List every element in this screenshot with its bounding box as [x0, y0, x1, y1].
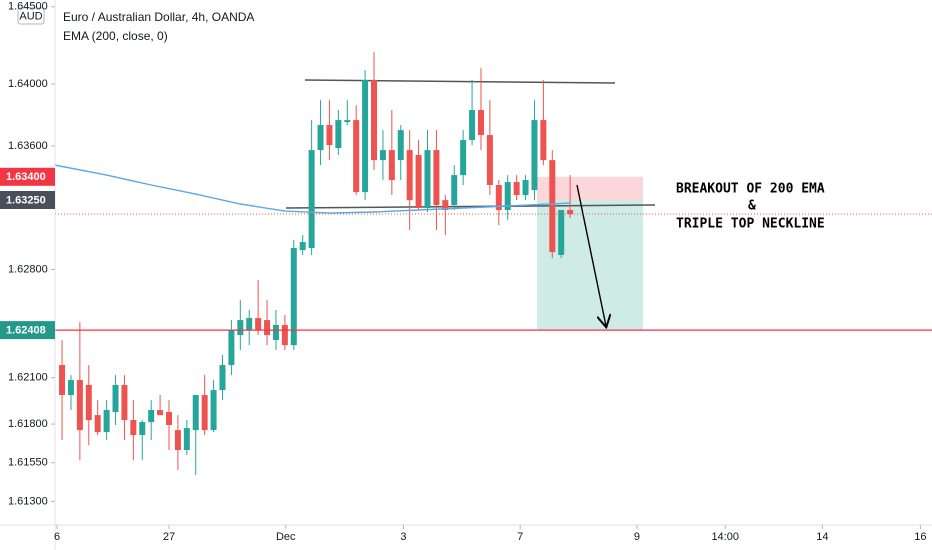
x-tick-label: 14:00: [711, 531, 739, 543]
candle-body: [219, 365, 226, 391]
candle-body: [272, 325, 279, 341]
price-badge-label: 1.62408: [6, 325, 46, 337]
indicator-label: EMA (200, close, 0): [63, 29, 168, 43]
x-tick-label: 6: [54, 531, 60, 543]
x-tick-label: Dec: [276, 531, 296, 543]
candle-body: [67, 380, 74, 396]
y-tick-label: 1.64500: [8, 1, 48, 13]
candle-body: [148, 410, 155, 423]
stop-zone: [537, 176, 643, 200]
candle-body: [76, 380, 83, 431]
candle-body: [379, 150, 386, 161]
candle-body: [353, 120, 360, 193]
candle-body: [335, 120, 342, 149]
candle-body: [460, 140, 467, 176]
price-badge: [0, 321, 55, 340]
candle-body: [192, 395, 199, 431]
candle-body: [486, 135, 493, 185]
price-badge-label: 1.63400: [6, 171, 46, 183]
candle-body: [201, 395, 208, 431]
candle-body: [469, 110, 476, 141]
candle-body: [59, 365, 66, 396]
candle-body: [299, 242, 306, 251]
candle-body: [558, 210, 565, 256]
candle-body: [540, 120, 547, 161]
y-tick-label: 1.63600: [8, 140, 48, 152]
x-tick-label: 14: [816, 531, 828, 543]
candle-body: [281, 325, 288, 346]
candle-body: [237, 320, 244, 336]
y-tick-label: 1.61550: [8, 457, 48, 469]
symbol-title: Euro / Australian Dollar, 4h, OANDA: [63, 10, 254, 24]
candle-body: [130, 420, 137, 436]
candle-body: [371, 80, 378, 161]
candle-body: [183, 428, 190, 451]
candle-body: [522, 180, 529, 196]
candle-body: [290, 248, 297, 346]
candle-body: [504, 182, 511, 211]
candle-body: [344, 120, 351, 123]
neckline: [285, 204, 656, 209]
ema-line: [55, 164, 571, 214]
candle-body: [442, 200, 449, 211]
candle-body: [477, 110, 484, 136]
x-tick-label: 9: [634, 531, 640, 543]
candle-body: [157, 410, 164, 416]
candle-body: [433, 150, 440, 206]
y-tick-label: 1.64000: [8, 78, 48, 90]
candle-body: [139, 422, 146, 436]
candle-body: [255, 318, 262, 331]
x-tick-label: 27: [163, 531, 175, 543]
candle-body: [112, 384, 119, 413]
currency-badge: [17, 7, 45, 25]
price-badge-label: 1.63250: [6, 194, 46, 206]
candle-body: [246, 318, 253, 331]
y-tick-label: 1.61300: [8, 495, 48, 507]
candle-body: [85, 384, 92, 421]
candle-body: [513, 182, 520, 196]
candle-body: [531, 120, 538, 191]
resistance-line: [304, 79, 616, 84]
candle-body: [362, 80, 369, 193]
candle-body: [326, 125, 333, 146]
currency: AUD: [19, 10, 42, 22]
candle-body: [166, 412, 173, 426]
candle-body: [103, 410, 110, 433]
candle-body: [415, 155, 422, 209]
y-tick-label: 1.62100: [8, 372, 48, 384]
candle-body: [308, 150, 315, 249]
candle-body: [121, 384, 128, 421]
annotation: BREAKOUT OF 200 EMA: [676, 182, 825, 197]
plot-area: [55, 52, 932, 476]
candle-body: [317, 125, 324, 151]
candle-body: [397, 130, 404, 161]
candle-body: [264, 320, 271, 336]
candle-body: [451, 175, 458, 206]
candle-body: [388, 150, 395, 181]
x-tick-label: 16: [914, 531, 926, 543]
arrow: [576, 184, 606, 326]
candle-body: [549, 160, 556, 253]
price-badge: [0, 190, 55, 209]
price-badge: [0, 167, 55, 186]
candle-body: [228, 330, 235, 366]
candle-body: [567, 210, 574, 215]
y-tick-label: 1.61800: [8, 418, 48, 430]
x-tick-label: 7: [517, 531, 523, 543]
candle-body: [495, 184, 502, 211]
candle-body: [94, 415, 101, 433]
annotation: &: [748, 199, 756, 214]
candle-body: [424, 150, 431, 209]
annotation: TRIPLE TOP NECKLINE: [676, 217, 825, 232]
candle-body: [210, 390, 217, 431]
x-tick-label: 3: [400, 531, 406, 543]
y-tick-label: 1.62800: [8, 263, 48, 275]
candle-body: [406, 150, 413, 201]
candle-body: [174, 430, 181, 451]
